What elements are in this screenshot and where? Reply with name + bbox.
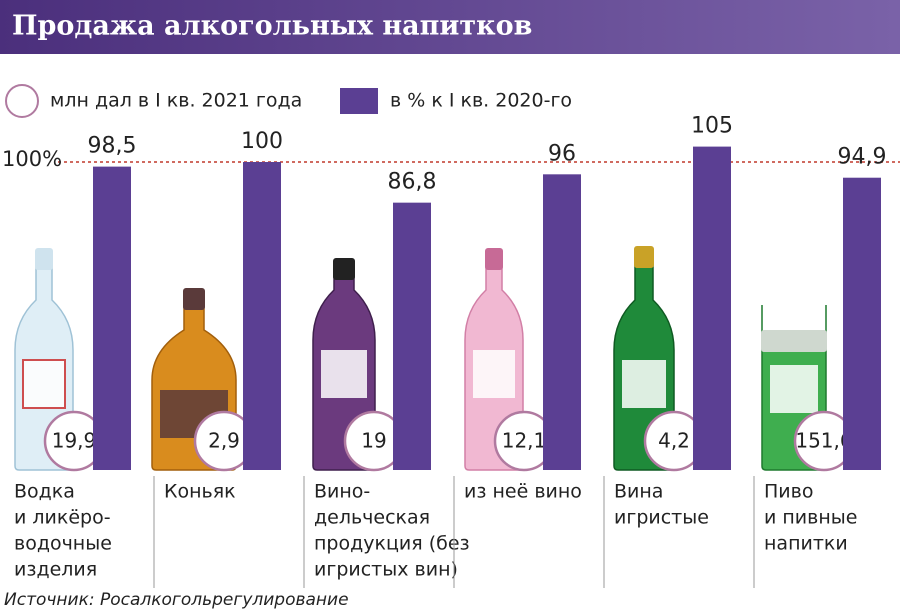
bar — [693, 146, 731, 470]
category-label: изделия — [14, 559, 97, 581]
category-label: игристых вин) — [314, 559, 458, 581]
bar — [93, 166, 131, 470]
chart-title: Продажа алкогольных напитков — [12, 11, 532, 42]
legend-label: млн дал в I кв. 2021 года — [50, 90, 302, 112]
category-label: дельческая — [314, 507, 430, 529]
bar-value-label: 96 — [548, 141, 576, 166]
bar-value-label: 86,8 — [388, 170, 437, 195]
category-label: из неё вино — [464, 481, 582, 503]
legend-label: в % к I кв. 2020-го — [390, 90, 572, 112]
bottle-cap — [183, 288, 205, 310]
bottle-label — [321, 350, 367, 398]
category-label: и ликёро- — [14, 507, 111, 529]
category-label: и пивные — [764, 507, 857, 529]
bar-value-label: 94,9 — [838, 145, 887, 170]
category-label: игристые — [614, 507, 709, 529]
bottle-label — [22, 359, 66, 409]
bar-value-label: 105 — [691, 114, 733, 139]
legend-bar — [340, 88, 378, 114]
bar — [543, 174, 581, 470]
category-label: Вино- — [314, 481, 370, 503]
circle-value-label: 2,9 — [208, 429, 240, 453]
bottle-cap — [485, 248, 503, 270]
bar — [843, 177, 881, 470]
circle-value-label: 19 — [361, 429, 386, 453]
bottle-label — [473, 350, 515, 398]
bottle-cap — [333, 258, 355, 280]
category-label: Пиво — [764, 481, 813, 503]
category-label: напитки — [764, 533, 848, 555]
title-bar — [0, 0, 900, 54]
bottle-label — [770, 365, 818, 413]
reference-label: 100% — [2, 147, 62, 171]
legend-circle — [5, 84, 39, 118]
bottle-cap — [35, 248, 53, 270]
category-label: водочные — [14, 533, 112, 555]
category-label: Коньяк — [164, 481, 236, 503]
circle-value-label: 12,1 — [502, 429, 547, 453]
bottle-cap — [634, 246, 654, 268]
category-label: Водка — [14, 481, 75, 503]
category-label: продукция (без — [314, 533, 470, 555]
bar — [243, 162, 281, 470]
bar-value-label: 100 — [241, 129, 283, 154]
bottle-cap — [761, 330, 827, 352]
circle-value-label: 19,9 — [52, 429, 97, 453]
source: Источник: Росалкогольрегулирование — [4, 590, 349, 610]
bar-value-label: 98,5 — [88, 134, 137, 159]
bar — [393, 202, 431, 470]
circle-value-label: 4,2 — [658, 429, 690, 453]
bottle-label — [622, 360, 666, 408]
category-label: Вина — [614, 481, 663, 503]
